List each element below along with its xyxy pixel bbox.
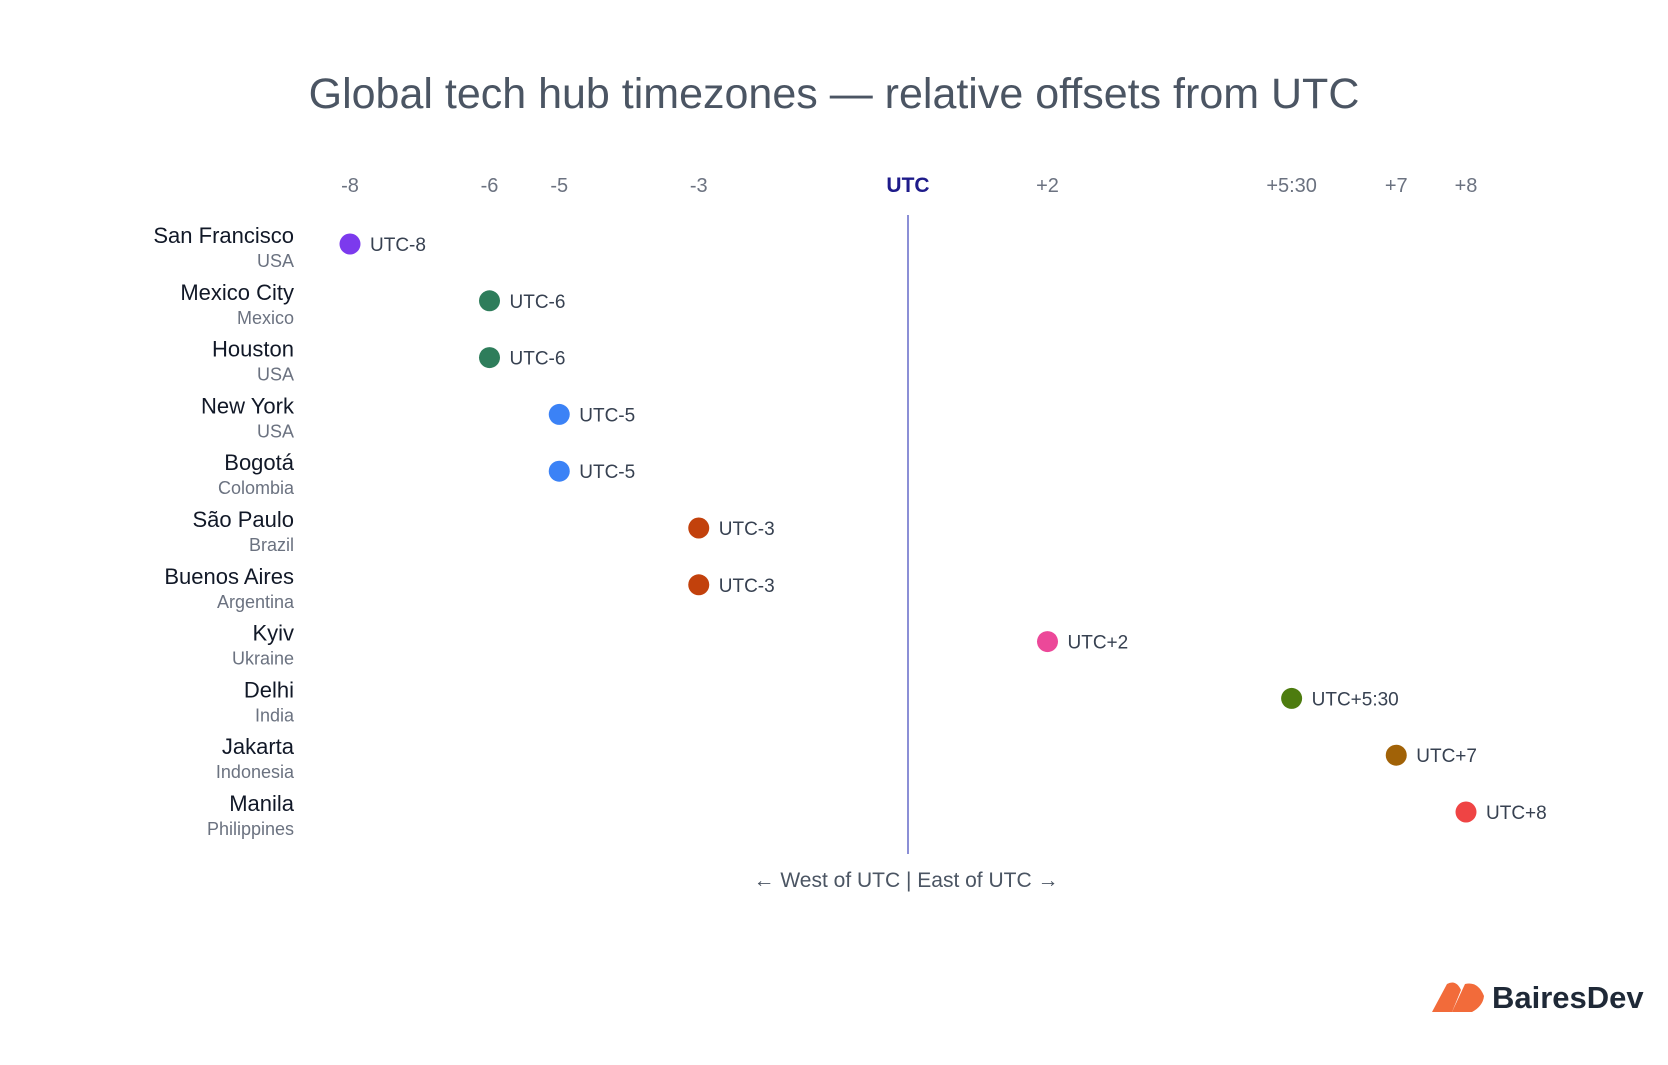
x-tick: +8 (1455, 175, 1478, 197)
city-name: Manila (229, 791, 295, 816)
country-name: USA (257, 251, 294, 271)
city-row: São Paulo Brazil UTC-3 (192, 507, 774, 555)
x-tick: -8 (341, 175, 359, 197)
offset-point (339, 233, 361, 255)
offset-point (1385, 744, 1407, 766)
country-name: Indonesia (216, 762, 295, 782)
x-axis-ticks: -8 -6 -5 -3 UTC +2 +5:30 +7 +8 (341, 174, 1477, 197)
x-tick: +5:30 (1266, 175, 1317, 197)
city-name: Delhi (244, 677, 294, 702)
city-row: San Francisco USA UTC-8 (153, 223, 426, 271)
country-name: Ukraine (232, 649, 294, 669)
city-name: Jakarta (222, 734, 295, 759)
offset-label: UTC+8 (1486, 803, 1547, 824)
offset-point (1281, 687, 1303, 709)
offset-label: UTC-6 (510, 349, 566, 370)
country-name: Philippines (207, 819, 294, 839)
offset-point (479, 347, 500, 369)
city-name: Buenos Aires (164, 564, 294, 589)
offset-point (688, 517, 710, 539)
city-name: Kyiv (252, 621, 294, 646)
city-name: Mexico City (180, 280, 294, 305)
city-row: Mexico City Mexico UTC-6 (180, 280, 565, 328)
x-tick: -5 (550, 175, 568, 197)
country-name: India (255, 705, 295, 725)
city-row: Buenos Aires Argentina UTC-3 (164, 564, 774, 612)
offset-label: UTC-5 (579, 462, 635, 483)
country-name: Argentina (217, 592, 295, 612)
offset-label: UTC-5 (579, 405, 635, 426)
offset-point (688, 574, 710, 596)
city-name: Houston (212, 337, 294, 362)
city-name: San Francisco (153, 223, 294, 248)
offset-point (479, 290, 500, 312)
offset-label: UTC-8 (370, 235, 426, 256)
offset-label: UTC+2 (1068, 633, 1129, 654)
offset-label: UTC-3 (719, 576, 775, 597)
offset-label: UTC-6 (510, 292, 566, 313)
x-tick: +7 (1385, 175, 1408, 197)
offset-label: UTC+7 (1416, 746, 1477, 767)
city-row: Houston USA UTC-6 (212, 337, 565, 385)
x-tick-utc: UTC (886, 174, 929, 197)
bairesdev-logo-icon (1432, 982, 1484, 1012)
x-tick: +2 (1036, 175, 1059, 197)
offset-label: UTC-3 (719, 519, 775, 540)
city-name: New York (201, 393, 295, 418)
x-tick: -3 (690, 175, 708, 197)
offset-label: UTC+5:30 (1312, 689, 1399, 710)
brand-name: BairesDev (1492, 980, 1644, 1015)
axis-caption: ← West of UTC | East of UTC → (754, 869, 1059, 892)
city-row: Manila Philippines UTC+8 (207, 791, 1547, 839)
brand-logo: BairesDev (1432, 980, 1644, 1015)
country-name: Mexico (237, 308, 294, 328)
offset-point (548, 460, 570, 482)
chart-title: Global tech hub timezones — relative off… (309, 70, 1360, 118)
country-name: Brazil (249, 535, 294, 555)
city-row: New York USA UTC-5 (201, 393, 635, 441)
country-name: Colombia (218, 478, 295, 498)
offset-point (1455, 801, 1477, 823)
country-name: USA (257, 421, 294, 441)
offset-point (1037, 631, 1058, 653)
x-tick: -6 (481, 175, 499, 197)
city-row: Kyiv Ukraine UTC+2 (232, 621, 1128, 669)
city-name: São Paulo (192, 507, 294, 532)
country-name: USA (257, 365, 294, 385)
city-name: Bogotá (224, 450, 294, 475)
city-row: Jakarta Indonesia UTC+7 (216, 734, 1477, 782)
city-rows: San Francisco USA UTC-8 Mexico City Mexico UT… (153, 223, 1546, 839)
city-row: Bogotá Colombia UTC-5 (218, 450, 635, 498)
offset-point (548, 403, 570, 425)
city-row: Delhi India UTC+5:30 (244, 677, 1399, 725)
